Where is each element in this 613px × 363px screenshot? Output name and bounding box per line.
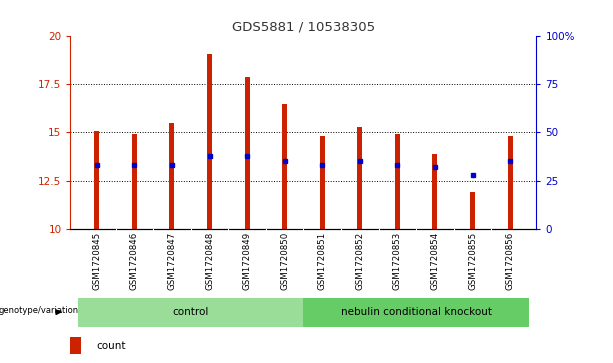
Bar [169, 123, 174, 229]
Bar [132, 134, 137, 229]
Text: GSM1720853: GSM1720853 [393, 232, 402, 290]
Bar [320, 136, 325, 229]
Bar [395, 134, 400, 229]
Text: GSM1720848: GSM1720848 [205, 232, 214, 290]
Bar [94, 131, 99, 229]
Text: count: count [96, 341, 126, 351]
Title: GDS5881 / 10538305: GDS5881 / 10538305 [232, 21, 375, 34]
Text: GSM1720852: GSM1720852 [356, 232, 364, 290]
Bar [303, 298, 529, 327]
Bar [78, 298, 303, 327]
Text: GSM1720856: GSM1720856 [506, 232, 514, 290]
Bar [470, 192, 475, 229]
Text: GSM1720845: GSM1720845 [93, 232, 101, 290]
Bar [245, 77, 249, 229]
Text: genotype/variation: genotype/variation [0, 306, 79, 315]
Text: GSM1720854: GSM1720854 [430, 232, 440, 290]
Bar [70, 337, 81, 354]
Text: GSM1720855: GSM1720855 [468, 232, 477, 290]
Text: control: control [172, 307, 209, 317]
Text: GSM1720851: GSM1720851 [318, 232, 327, 290]
Bar [433, 154, 438, 229]
Text: GSM1720846: GSM1720846 [130, 232, 139, 290]
Text: GSM1720850: GSM1720850 [280, 232, 289, 290]
Bar [508, 136, 512, 229]
Bar [357, 127, 362, 229]
Bar [282, 103, 287, 229]
Text: nebulin conditional knockout: nebulin conditional knockout [341, 307, 492, 317]
Text: GSM1720849: GSM1720849 [243, 232, 251, 290]
Text: GSM1720847: GSM1720847 [167, 232, 177, 290]
Bar [207, 54, 212, 229]
